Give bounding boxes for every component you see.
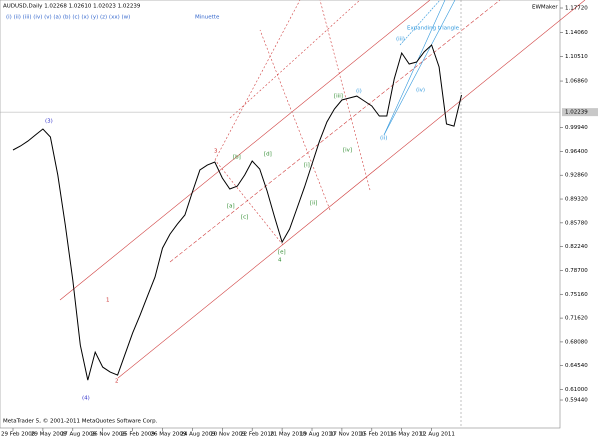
wave-label: [b] (233, 155, 241, 161)
y-tick-label: 0.75160 (565, 292, 588, 298)
y-tick-label: 1.17720 (565, 6, 588, 12)
y-tick-label: 0.71620 (565, 316, 588, 322)
x-tick-label: 22 Feb 2010 (240, 432, 275, 438)
y-tick-label: 0.89320 (565, 197, 588, 203)
current-price-box (562, 108, 598, 117)
wave-label: Expanding triangle (407, 26, 460, 32)
wave-label: (4) (82, 396, 90, 402)
y-tick-label: 1.10510 (565, 54, 588, 60)
copyright: MetaTrader 5, © 2001-2011 MetaQuotes Sof… (3, 418, 158, 425)
wave-label: 4 (278, 258, 282, 264)
wave-label: [a] (227, 204, 235, 210)
wave-degree: Minuette (195, 15, 220, 21)
wave-labels: (i) (ii) (iii) (iv) (v) (a) (b) (c) (x) … (6, 15, 130, 21)
price-line (12, 44, 462, 381)
wave-label: [e] (278, 250, 286, 256)
triangle-line (383, 0, 456, 136)
x-tick-label: 19 Aug 2010 (300, 432, 336, 438)
channel-line (59, 0, 431, 301)
wave-label: [iv] (343, 148, 352, 154)
y-tick-label: 1.14060 (565, 30, 588, 36)
current-price-label: 1.02239 (565, 110, 588, 116)
y-tick-label: 0.61000 (565, 387, 588, 393)
wave-label: 3 (214, 149, 218, 155)
wave-label: 2 (115, 379, 119, 385)
wave-label: (iv) (416, 88, 425, 94)
wave-label: [d] (264, 152, 272, 158)
wave-label: 1 (106, 298, 110, 304)
y-tick-label: 0.68080 (565, 339, 588, 345)
x-tick-label: 15 Feb 2011 (360, 432, 394, 438)
x-tick-label: 17 Nov 2010 (330, 432, 366, 438)
triangle-line (383, 0, 446, 136)
y-tick-label: 0.99940 (565, 125, 588, 131)
x-tick-label: 29 Feb 2008 (1, 432, 36, 438)
wave-label: [iii] (334, 94, 343, 100)
channel-lines (59, 0, 586, 428)
x-tick-label: 29 May 2008 (31, 432, 67, 438)
y-tick-label: 0.82240 (565, 244, 588, 250)
channel-line (169, 0, 501, 263)
y-tick-label: 1.06860 (565, 79, 588, 85)
x-tick-label: 26 May 2009 (151, 432, 187, 438)
y-tick-label: 0.92860 (565, 173, 588, 179)
wave-label: [ii] (310, 201, 317, 207)
wave-label: (ii) (380, 136, 387, 142)
y-tick-label: 0.59440 (565, 398, 588, 404)
tool-name: EWMaker (532, 5, 558, 11)
y-tick-label: 0.78700 (565, 268, 588, 274)
channel-line (319, 0, 371, 191)
channel-line (229, 0, 361, 119)
y-tick-label: 0.85780 (565, 220, 588, 226)
y-tick-label: 0.64540 (565, 363, 588, 369)
x-tick-label: 27 Aug 2008 (61, 432, 97, 438)
x-tick-label: 26 Nov 2008 (91, 432, 127, 438)
x-tick-label: 25 Feb 2009 (121, 432, 156, 438)
x-tick-label: 20 Nov 2009 (210, 432, 246, 438)
x-tick-label: 12 Aug 2011 (420, 432, 455, 438)
wave-label: (i) (356, 89, 362, 95)
wave-label: [i] (304, 163, 310, 169)
y-tick-label: 0.96400 (565, 149, 588, 155)
wave-label: (iii) (396, 37, 405, 43)
x-tick-label: 24 Aug 2009 (180, 432, 216, 438)
plot-frame (0, 0, 561, 429)
wave-label: (3) (45, 119, 53, 125)
channel-line (259, 29, 331, 211)
symbol-header: AUDUSD,Daily 1.02268 1.02610 1.02023 1.0… (3, 4, 141, 10)
x-tick-label: 16 May 2011 (390, 432, 426, 438)
x-tick-label: 21 May 2010 (270, 432, 306, 438)
triangle-line (399, 0, 441, 46)
channel-line (117, 0, 586, 379)
wave-label: [c] (241, 215, 248, 221)
